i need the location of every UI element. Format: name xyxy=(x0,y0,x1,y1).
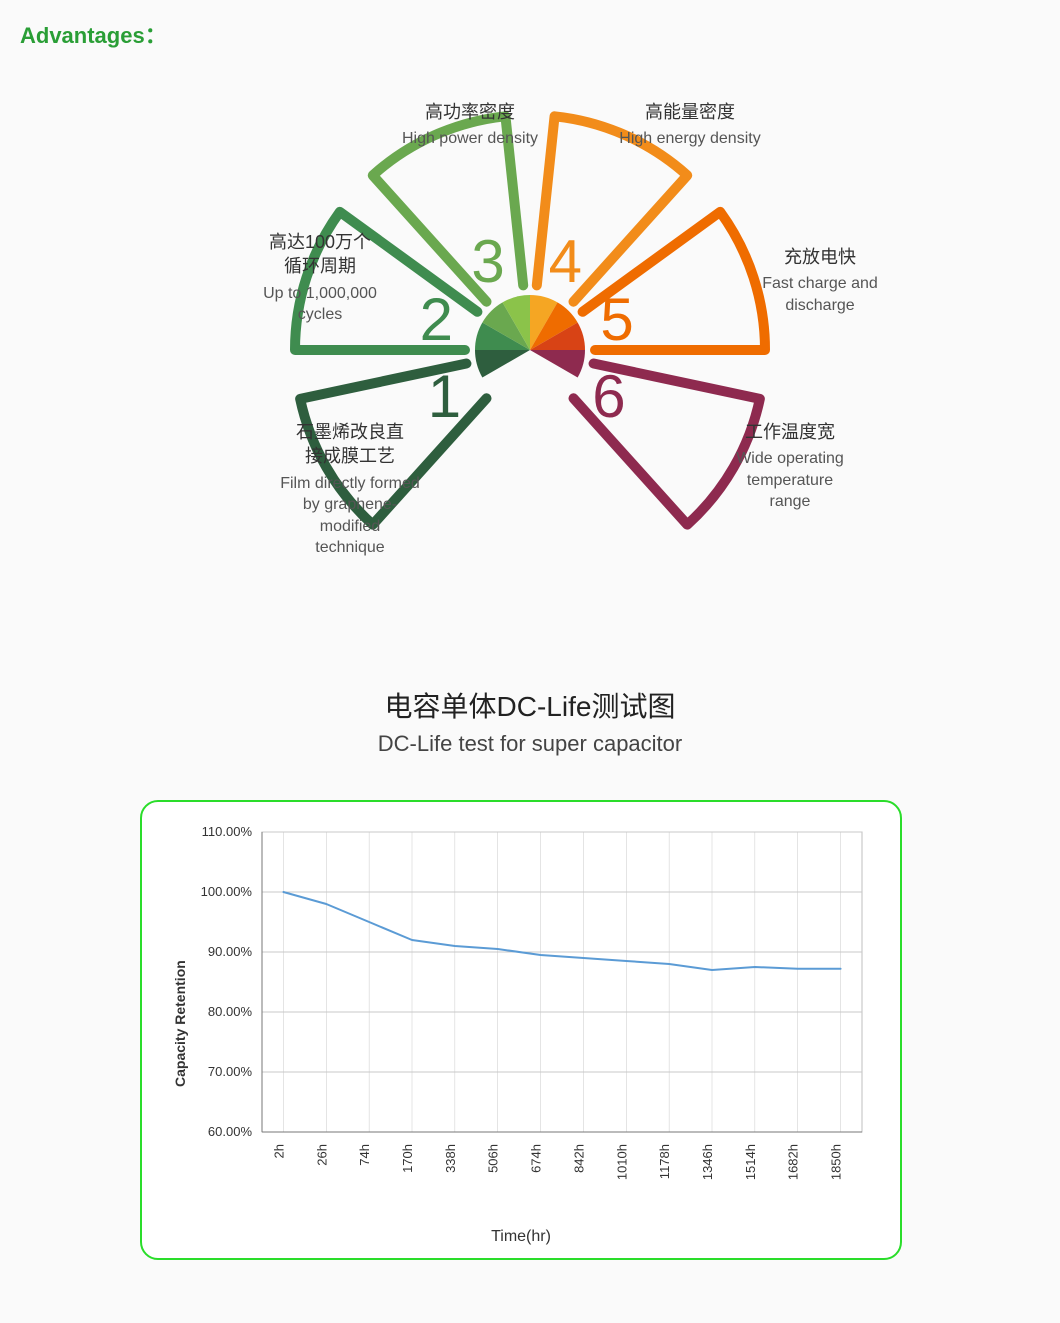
chart-title-en: DC-Life test for super capacitor xyxy=(0,731,1060,757)
petal-label-5: 充放电快 Fast charge anddischarge xyxy=(730,245,910,316)
petal-label-zh-5: 充放电快 xyxy=(730,245,910,269)
petal-number-3: 3 xyxy=(471,227,504,296)
x-tick-label: 74h xyxy=(357,1144,372,1166)
petal-label-en-1: Film directly formedby graphene-modified… xyxy=(250,473,450,559)
chart-title-block: 电容单体DC-Life测试图 DC-Life test for super ca… xyxy=(0,685,1060,757)
chart-title-zh: 电容单体DC-Life测试图 xyxy=(0,685,1060,725)
petal-number-4: 4 xyxy=(549,227,582,296)
petal-label-3: 高功率密度 High power density xyxy=(370,100,570,150)
petal-label-2: 高达100万个循环周期Up to 1,000,000cycles xyxy=(230,230,410,326)
petal-label-en-4: High energy density xyxy=(590,128,790,150)
petal-number-2: 2 xyxy=(420,285,453,354)
x-tick-label: 1010h xyxy=(614,1144,629,1180)
y-tick-label: 80.00% xyxy=(208,1004,253,1019)
y-axis-title: Capacity Retention xyxy=(172,960,188,1087)
petal-label-en-3: High power density xyxy=(370,128,570,150)
petal-label-en-6: Wide operatingtemperaturerange xyxy=(700,448,880,513)
y-tick-label: 60.00% xyxy=(208,1124,253,1139)
x-tick-label: 842h xyxy=(571,1144,586,1173)
x-tick-label: 1346h xyxy=(700,1144,715,1180)
x-axis-title: Time(hr) xyxy=(142,1228,900,1246)
x-tick-label: 26h xyxy=(314,1144,329,1166)
x-tick-label: 1178h xyxy=(657,1144,672,1179)
y-tick-label: 70.00% xyxy=(208,1064,253,1079)
chart-plot-area xyxy=(262,832,862,1132)
petal-label-en-2: Up to 1,000,000cycles xyxy=(230,283,410,326)
x-tick-label: 1682h xyxy=(786,1144,801,1180)
y-tick-label: 100.00% xyxy=(201,884,253,899)
petal-label-6: 工作温度宽 Wide operatingtemperaturerange xyxy=(700,420,880,513)
petal-label-1: 石墨烯改良直接成膜工艺Film directly formedby graphe… xyxy=(250,420,450,559)
y-tick-label: 90.00% xyxy=(208,944,253,959)
fan-diagram: 1石墨烯改良直接成膜工艺Film directly formedby graph… xyxy=(80,30,980,670)
x-tick-label: 674h xyxy=(529,1144,544,1173)
petal-label-zh-1: 石墨烯改良直接成膜工艺 xyxy=(250,420,450,469)
dc-life-chart-box: 60.00% 70.00% 80.00% 90.00% 100.00% 110.00% 2h… xyxy=(140,800,902,1260)
y-tick-label: 110.00% xyxy=(202,824,253,839)
petal-label-en-5: Fast charge anddischarge xyxy=(730,273,910,316)
x-tick-label: 506h xyxy=(486,1144,501,1173)
dc-life-chart-svg: 60.00% 70.00% 80.00% 90.00% 100.00% 110.00% 2h… xyxy=(142,802,904,1262)
petal-label-zh-2: 高达100万个循环周期 xyxy=(230,230,410,279)
petal-label-4: 高能量密度 High energy density xyxy=(590,100,790,150)
petal-label-zh-4: 高能量密度 xyxy=(590,100,790,124)
x-tick-label: 338h xyxy=(443,1144,458,1173)
center-wedge xyxy=(530,350,585,378)
x-tick-label: 1850h xyxy=(829,1144,844,1180)
petal-label-zh-3: 高功率密度 xyxy=(370,100,570,124)
x-tick-label: 1514h xyxy=(743,1144,758,1180)
x-tick-label: 2h xyxy=(271,1144,286,1158)
petal-number-6: 6 xyxy=(592,362,625,431)
center-wedge xyxy=(475,350,530,378)
petal-number-5: 5 xyxy=(600,285,633,354)
petal-label-zh-6: 工作温度宽 xyxy=(700,420,880,444)
x-tick-label: 170h xyxy=(400,1144,415,1173)
